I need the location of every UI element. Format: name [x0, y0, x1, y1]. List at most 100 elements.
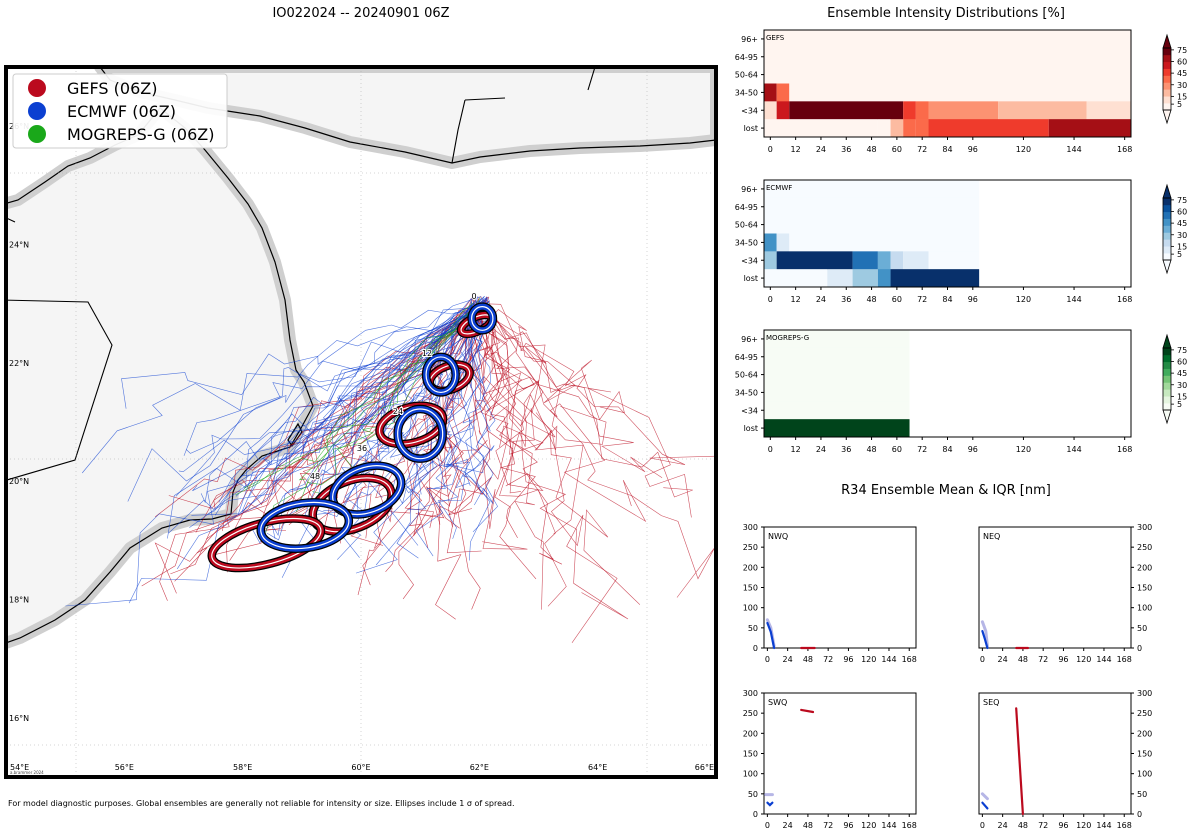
ecmwf-ensemble-track	[437, 307, 483, 539]
heatmap-row-label: 64-95	[735, 353, 758, 362]
heatmap-x-tick: 72	[917, 445, 927, 454]
r34-y-tick: 300	[743, 689, 758, 698]
colorbar-segment	[1163, 239, 1171, 247]
heatmap-row-label: <34	[741, 256, 758, 265]
r34-y-tick: 200	[743, 729, 758, 738]
heatmap-row-label: lost	[744, 424, 758, 433]
gefs-ensemble-track	[471, 296, 536, 539]
map-lat-tick: 24°N	[9, 241, 29, 250]
heatmap-x-tick: 144	[1066, 445, 1081, 454]
gefs-ellipse-24	[375, 401, 448, 449]
r34-panel-nwq: NWQ 0 24 48 72 96 120 144 168 0 50 100 150 200 250 300	[743, 523, 917, 664]
heatmap-x-tick: 84	[942, 445, 952, 454]
r34-y-tick: 50	[748, 790, 758, 799]
footnote: For model diagnostic purposes. Global en…	[8, 799, 515, 808]
r34-y-tick: 0	[753, 644, 758, 653]
heatmap-cell	[903, 251, 929, 270]
heatmap-x-tick: 12	[791, 445, 801, 454]
heatmap-cell	[877, 119, 891, 137]
heatmap-x-tick: 84	[942, 145, 952, 154]
legend-ecmwf-label: ECMWF (06Z)	[67, 102, 176, 121]
r34-y-tick: 100	[1137, 770, 1152, 779]
colorbar-tick: 30	[1177, 81, 1187, 90]
heatmap-x-tick: 168	[1117, 445, 1132, 454]
colorbar-frame	[1162, 347, 1172, 411]
heatmap-x-tick: 24	[816, 145, 826, 154]
heatmap-x-tick: 96	[968, 445, 978, 454]
heatmap-x-tick: 168	[1117, 145, 1132, 154]
ecmwf-ellipse-0	[467, 302, 498, 335]
map-lat-tick: 16°N	[9, 714, 29, 723]
heatmap-cell	[928, 251, 980, 270]
heatmap-cell	[764, 101, 777, 120]
heatmap-x-tick: 12	[791, 295, 801, 304]
heatmap-x-tick: 24	[816, 295, 826, 304]
ecmwf-ensemble-track	[185, 306, 478, 454]
heatmap-cell	[776, 233, 790, 252]
ecmwf-ellipse-48	[256, 498, 354, 553]
r34-x-tick: 168	[1117, 655, 1132, 664]
r34-x-tick: 48	[803, 821, 813, 830]
legend-mogreps-marker	[28, 125, 46, 143]
gefs-ensemble-track	[473, 299, 528, 550]
intensity-title: Ensemble Intensity Distributions [%]	[827, 6, 1065, 21]
r34-y-tick: 250	[743, 543, 758, 552]
r34-y-tick: 50	[748, 624, 758, 633]
colorbar-segment	[1163, 68, 1171, 76]
heatmap-row-label: <34	[741, 406, 758, 415]
colorbar-bottom-arrow	[1162, 109, 1172, 125]
gefs-ensemble-track	[480, 296, 641, 605]
ellipse-hour-label: 12	[422, 349, 432, 358]
gefs-ensemble-track	[479, 303, 693, 498]
ecmwf-ensemble-track	[248, 296, 488, 497]
colorbar-tick: 45	[1177, 69, 1187, 78]
r34-x-tick: 72	[1038, 655, 1048, 664]
colorbar-segment	[1163, 348, 1171, 356]
heatmap-cell	[928, 101, 999, 120]
heatmap-x-tick: 60	[892, 445, 902, 454]
ellipse-inner	[260, 501, 350, 550]
heatmap-cell	[764, 197, 980, 216]
heatmap-cell	[764, 330, 910, 349]
ecmwf-ensemble-track	[235, 300, 488, 513]
r34-x-tick: 96	[1058, 821, 1068, 830]
map-lon-tick: 66°E	[695, 763, 714, 772]
gefs-heatmap-axes: 96+ 64-95 50-64 34-50 <34 lost 0 12 24 36 48 60 72 84…	[735, 35, 1133, 154]
r34-x-tick: 120	[1076, 821, 1091, 830]
colorbar-top-arrow	[1162, 33, 1172, 49]
heatmap-cell	[903, 101, 916, 120]
heatmap-cell	[915, 101, 929, 120]
ellipse-inner	[397, 408, 444, 460]
heatmap-cell	[903, 119, 916, 137]
colorbar-tick: 5	[1177, 250, 1182, 259]
r34-y-tick: 250	[1137, 709, 1152, 718]
heatmap-cell	[764, 119, 878, 137]
r34-x-tick: 168	[902, 655, 917, 664]
heatmap-cell	[764, 419, 910, 437]
ecmwf-panel-label: ECMWF	[766, 184, 792, 192]
r34-gefs-mean	[1015, 707, 1024, 816]
heatmap-x-tick: 144	[1066, 295, 1081, 304]
colorbar-segment	[1163, 198, 1171, 206]
map-lat-tick: 22°N	[9, 359, 29, 368]
colorbar-tick: 60	[1177, 358, 1187, 367]
heatmap-cell	[764, 215, 980, 234]
gefs-ensemble-track	[174, 301, 480, 582]
colorbar-bottom-arrow	[1162, 409, 1172, 425]
r34-y-tick: 150	[743, 584, 758, 593]
r34-y-tick: 150	[1137, 584, 1152, 593]
heatmap-cell	[764, 269, 828, 287]
r34-y-tick: 100	[1137, 604, 1152, 613]
ecmwf-ensemble-track	[465, 309, 494, 506]
colorbar-segment	[1163, 389, 1171, 397]
r34-ecmwf-mean	[766, 621, 776, 650]
spread-ellipses: 0 12 24 36 48	[207, 291, 498, 573]
colorbar-segment	[1163, 225, 1171, 233]
ecmwf-ensemble-track	[289, 305, 473, 491]
r34-y-tick: 0	[1137, 644, 1142, 653]
heatmap-row-label: lost	[744, 274, 758, 283]
heatmap-cell	[776, 101, 790, 120]
colorbar-tick: 45	[1177, 219, 1187, 228]
heatmap-row-label: 34-50	[735, 388, 758, 397]
colorbar-frame	[1162, 197, 1172, 261]
